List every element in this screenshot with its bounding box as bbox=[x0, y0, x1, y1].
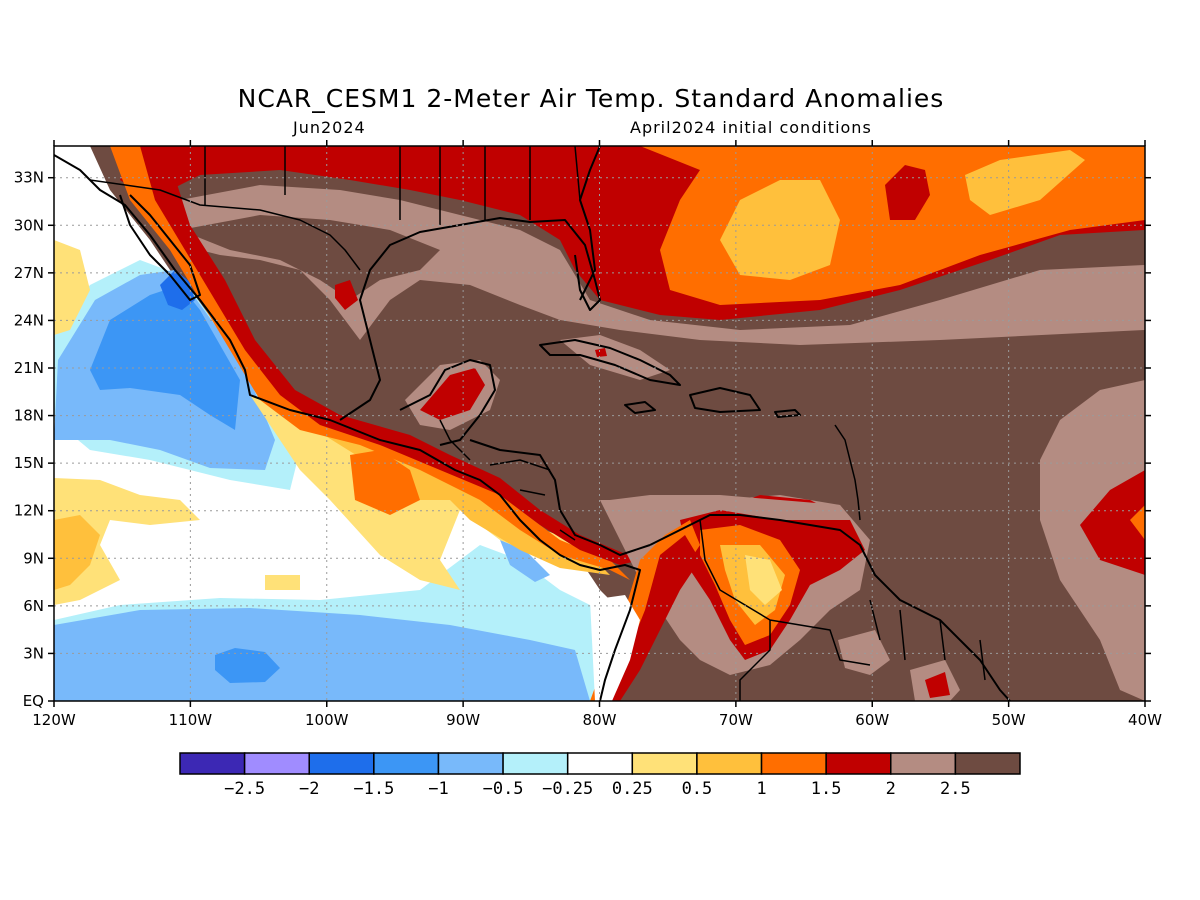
gulf-coast bbox=[339, 217, 601, 421]
colorbar-swatch bbox=[631, 752, 698, 775]
coastlines bbox=[54, 146, 1011, 701]
pacific-darkblue-region-north bbox=[90, 285, 240, 430]
puerto-rico-outline bbox=[774, 409, 801, 418]
colorbar-swatch bbox=[437, 752, 504, 775]
colorbar-swatch bbox=[890, 752, 957, 775]
colorbar-label: −2 bbox=[299, 779, 319, 799]
lat-tick-label: EQ bbox=[23, 692, 44, 710]
colorbar-label: −0.5 bbox=[483, 779, 524, 799]
central-america-caribbean-coast bbox=[469, 439, 651, 556]
lon-tick-label: 120W bbox=[32, 711, 76, 729]
lat-tick-label: 18N bbox=[14, 407, 44, 425]
pacific-warm-band-north bbox=[54, 240, 90, 335]
anomaly-field bbox=[54, 146, 1145, 701]
axis-ticks: 120W 110W 100W 90W 80W 70W 60W 50W 40W EQ 3N 6N 9N 12… bbox=[14, 140, 1162, 729]
atlantic-us-coast bbox=[579, 146, 601, 301]
colorbar-swatch bbox=[825, 752, 892, 775]
lat-tick-label: 12N bbox=[14, 502, 44, 520]
colorbar-swatch bbox=[566, 752, 634, 775]
colorbar-swatch bbox=[373, 752, 440, 775]
yucatan-coast bbox=[399, 359, 496, 446]
baja-peninsula bbox=[119, 194, 201, 301]
colorbar-label: 1.5 bbox=[811, 779, 842, 799]
yucatan-red-core bbox=[420, 368, 485, 420]
atlantic-east-red bbox=[1080, 470, 1145, 575]
panama-blue-patch bbox=[500, 540, 550, 582]
lon-tick-label: 70W bbox=[719, 711, 753, 729]
cuba-red-patch bbox=[595, 348, 607, 357]
colorbar-swatch bbox=[954, 752, 1021, 775]
colorbar-swatch bbox=[179, 752, 246, 775]
venezuela-lightyellow-core bbox=[745, 555, 782, 605]
colorbar-label: 2.5 bbox=[940, 779, 971, 799]
cuba-outline bbox=[539, 339, 681, 386]
lat-tick-label: 21N bbox=[14, 359, 44, 377]
atlantic-warm-region-yellow bbox=[720, 180, 840, 280]
guiana-brownish-patch bbox=[838, 630, 890, 675]
pacific-warm-patch-west-orange bbox=[54, 515, 100, 590]
lon-tick-label: 60W bbox=[855, 711, 889, 729]
colombia-coast-ribbon-red bbox=[608, 535, 700, 701]
colorbar-swatch bbox=[760, 752, 827, 775]
lat-tick-label: 3N bbox=[23, 644, 44, 662]
central-american-coast-darkorange bbox=[350, 450, 420, 515]
colorbar-label: −0.25 bbox=[542, 779, 593, 799]
colorbar-swatch bbox=[243, 752, 310, 775]
lon-tick-label: 80W bbox=[583, 711, 617, 729]
initial-conditions: April2024 initial conditions bbox=[630, 118, 872, 137]
lat-tick-label: 15N bbox=[14, 454, 44, 472]
colorbar-label: −1 bbox=[428, 779, 448, 799]
baja-core-region bbox=[160, 270, 195, 310]
jamaica-outline bbox=[624, 401, 656, 414]
lat-tick-label: 24N bbox=[14, 311, 44, 329]
guiana-red-patch-2 bbox=[925, 672, 950, 698]
colorbar-label: 0.5 bbox=[682, 779, 713, 799]
forecast-month: Jun2024 bbox=[293, 118, 366, 137]
atlantic-east-orange bbox=[1130, 505, 1145, 540]
hispaniola-outline bbox=[689, 387, 761, 413]
lon-tick-label: 40W bbox=[1128, 711, 1162, 729]
graticule bbox=[54, 146, 1145, 701]
pacific-equatorial-darkblue bbox=[215, 648, 280, 683]
lon-tick-label: 90W bbox=[446, 711, 480, 729]
lat-tick-label: 27N bbox=[14, 264, 44, 282]
colorbar-swatch bbox=[502, 752, 569, 775]
cuba-brownish-patch bbox=[560, 335, 670, 380]
lat-tick-label: 9N bbox=[23, 549, 44, 567]
colorbar-label: −2.5 bbox=[224, 779, 265, 799]
lon-tick-label: 100W bbox=[305, 711, 349, 729]
colorbar-label: 1 bbox=[756, 779, 766, 799]
pacific-warm-patch-mid bbox=[265, 575, 300, 590]
chart-title: NCAR_CESM1 2-Meter Air Temp. Standard An… bbox=[237, 84, 945, 113]
colorbar-label: 0.25 bbox=[612, 779, 653, 799]
south-america-borders bbox=[699, 519, 986, 701]
lesser-antilles-outline bbox=[834, 424, 861, 521]
north-mexico-brown bbox=[180, 215, 440, 300]
us-state-lines bbox=[204, 146, 581, 225]
colorbar-label: 2 bbox=[886, 779, 896, 799]
colorbar: −2.5 −2 −1.5 −1 −0.5 −0.25 0.25 0.5 1 1.5 2 2.5 bbox=[179, 752, 1021, 799]
pacific-equatorial-blue bbox=[54, 608, 590, 701]
colorbar-label: −1.5 bbox=[353, 779, 394, 799]
lon-tick-label: 110W bbox=[169, 711, 213, 729]
atlantic-red-patch bbox=[885, 165, 930, 220]
north-america-pacific-coast bbox=[54, 154, 641, 701]
colorbar-swatch bbox=[696, 752, 763, 775]
lon-tick-label: 50W bbox=[992, 711, 1026, 729]
texas-red-patch bbox=[335, 280, 358, 310]
central-america-borders bbox=[439, 419, 576, 541]
us-mexico-border bbox=[89, 179, 361, 271]
colorbar-swatch bbox=[308, 752, 375, 775]
pacific-warm-band-west bbox=[54, 478, 200, 605]
lat-tick-label: 30N bbox=[14, 216, 44, 234]
lat-tick-label: 33N bbox=[14, 169, 44, 187]
lat-tick-label: 6N bbox=[23, 597, 44, 615]
caribbean-brownish-band bbox=[610, 495, 850, 520]
atlantic-warm-patch-yellow-ne bbox=[965, 150, 1085, 215]
